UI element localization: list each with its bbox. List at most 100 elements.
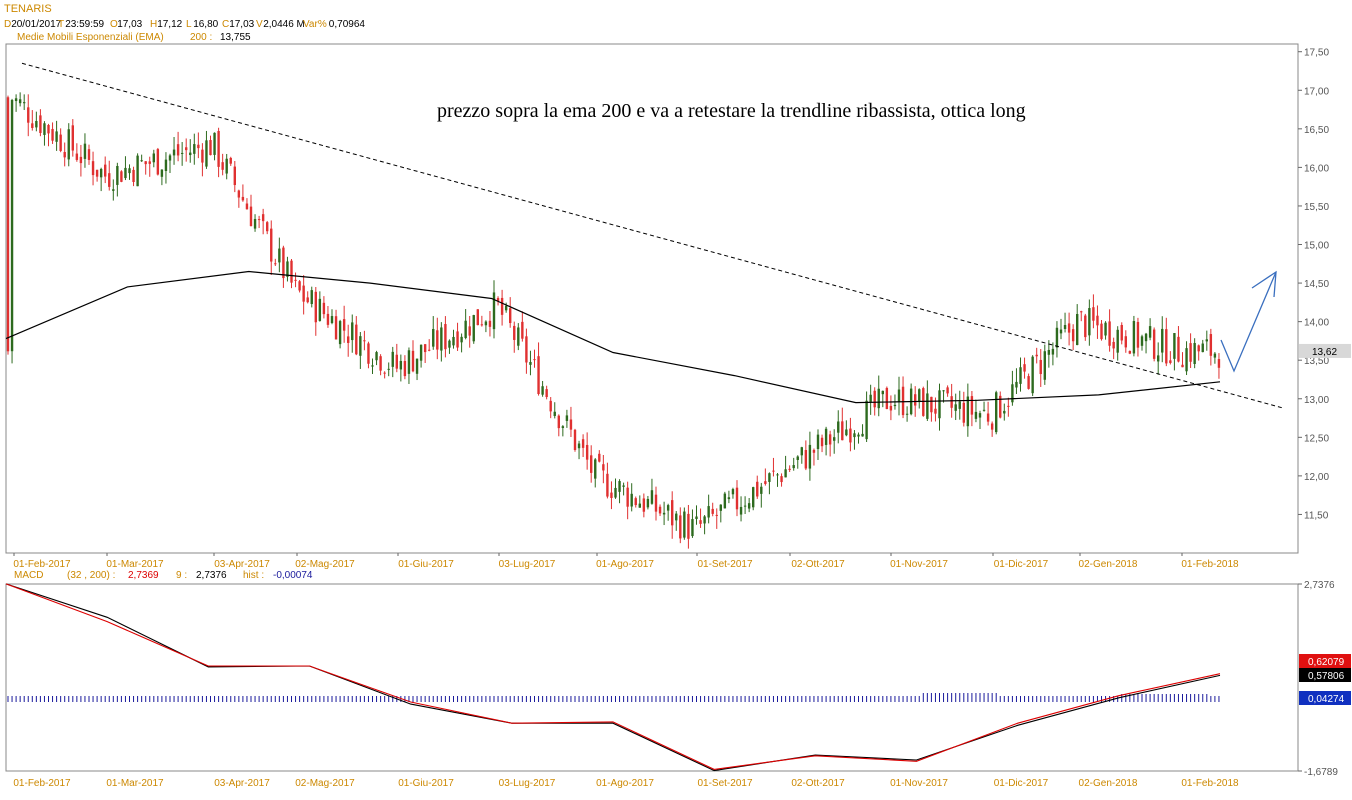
candle-body (387, 368, 390, 370)
price-tag-value: 13,62 (1312, 347, 1337, 358)
candle-body (513, 325, 516, 340)
macd-tag-black: 0,57806 (1308, 671, 1345, 682)
candle-body (743, 505, 747, 507)
candle-body (432, 328, 435, 347)
candle-body (10, 99, 14, 352)
candle-body (1051, 348, 1055, 355)
candle-body (719, 504, 722, 511)
date-value: 20/01/2017 (11, 19, 61, 30)
candle-body (330, 316, 334, 324)
candle-body (731, 489, 735, 495)
candle-body (853, 433, 856, 438)
candle-body (897, 389, 901, 403)
high-value: 17,12 (157, 19, 182, 30)
candle-body (1152, 329, 1156, 359)
candle-body (1144, 333, 1148, 342)
candle-body (1157, 355, 1160, 362)
candle-body (699, 520, 702, 524)
macd-x-tick-label: 03-Apr-2017 (214, 778, 270, 789)
candle-body (452, 336, 455, 346)
price-x-tick-label: 02-Ott-2017 (791, 559, 845, 570)
candle-body (1104, 322, 1107, 336)
candle-body (1128, 350, 1132, 354)
price-x-axis: 01-Feb-2017 01-Mar-2017 03-Apr-2017 02-Mag-… (13, 553, 1239, 570)
candle-body (901, 386, 905, 416)
candle-body (525, 336, 528, 363)
candle-body (205, 140, 208, 167)
macd-x-tick-label: 02-Ott-2017 (791, 778, 845, 789)
macd-y-tick-label: 2,7376 (1304, 580, 1335, 591)
candle-body (440, 327, 443, 351)
candle-body (419, 344, 423, 361)
candle-body (261, 214, 265, 222)
price-x-tick-label: 01-Feb-2017 (13, 559, 71, 570)
candle-body (359, 336, 362, 356)
macd-y-axis: 2,7376 -1,6789 (1298, 580, 1338, 778)
macd-tag-blue: 0,04274 (1308, 694, 1345, 705)
candle-body (808, 444, 812, 469)
candle-body (193, 144, 196, 154)
candle-body (436, 330, 439, 350)
candle-body (772, 470, 775, 472)
price-x-tick-label: 02-Gen-2018 (1079, 559, 1138, 570)
candle-body (1027, 376, 1030, 389)
candle-body (201, 149, 204, 163)
candle-body (1080, 311, 1083, 313)
candle-body (148, 161, 151, 164)
candle-body (306, 297, 309, 303)
candle-body (249, 206, 253, 227)
signal-line (5, 583, 1221, 770)
candle-body (294, 279, 297, 281)
candle-body (221, 162, 224, 170)
candle-body (217, 130, 220, 167)
candle-body (679, 515, 682, 539)
candle-body (938, 390, 941, 419)
candle-body (792, 465, 795, 469)
arrow-head (1251, 270, 1277, 298)
ema-legend-value: 13,755 (220, 32, 251, 43)
candle-body (286, 261, 289, 277)
candle-body (460, 336, 463, 343)
candle-body (650, 490, 654, 504)
candle-body (132, 169, 135, 183)
candle-body (63, 151, 66, 158)
price-y-tick-label: 13,50 (1304, 356, 1329, 367)
candle-body (1100, 323, 1103, 340)
candle-body (35, 120, 38, 128)
macd-panel-frame (5, 583, 1299, 772)
candle-body (1076, 314, 1079, 346)
candle-body (160, 169, 164, 177)
candle-body (156, 149, 160, 175)
candle-body (529, 361, 532, 365)
candle-body (99, 168, 103, 178)
open-value: 17,03 (117, 19, 142, 30)
low-value: 16,80 (193, 19, 218, 30)
candle-body (91, 161, 95, 176)
candle-body (950, 396, 953, 408)
candle-body (590, 455, 593, 473)
candle-body (197, 144, 200, 149)
candle-body (95, 169, 99, 177)
candle-body (573, 429, 577, 450)
candle-body (253, 218, 257, 229)
candle-body (877, 388, 880, 409)
time-label: T (58, 19, 64, 30)
candle-body (723, 493, 727, 509)
candle-body (83, 143, 87, 159)
candle-body (1011, 384, 1014, 403)
candle-body (804, 449, 808, 469)
candle-body (152, 153, 155, 163)
candle-body (468, 326, 471, 336)
candle-body (885, 387, 889, 410)
candle-body (634, 498, 637, 506)
candle-body (715, 514, 718, 516)
candle-body (302, 285, 305, 302)
candle-body (509, 308, 512, 324)
candle-body (18, 99, 22, 104)
price-y-tick-label: 12,50 (1304, 433, 1329, 444)
candle-body (788, 468, 791, 470)
candle-body (889, 405, 893, 411)
candle-body (51, 128, 54, 141)
candle-body (1148, 326, 1152, 338)
candle-body (1063, 325, 1067, 330)
